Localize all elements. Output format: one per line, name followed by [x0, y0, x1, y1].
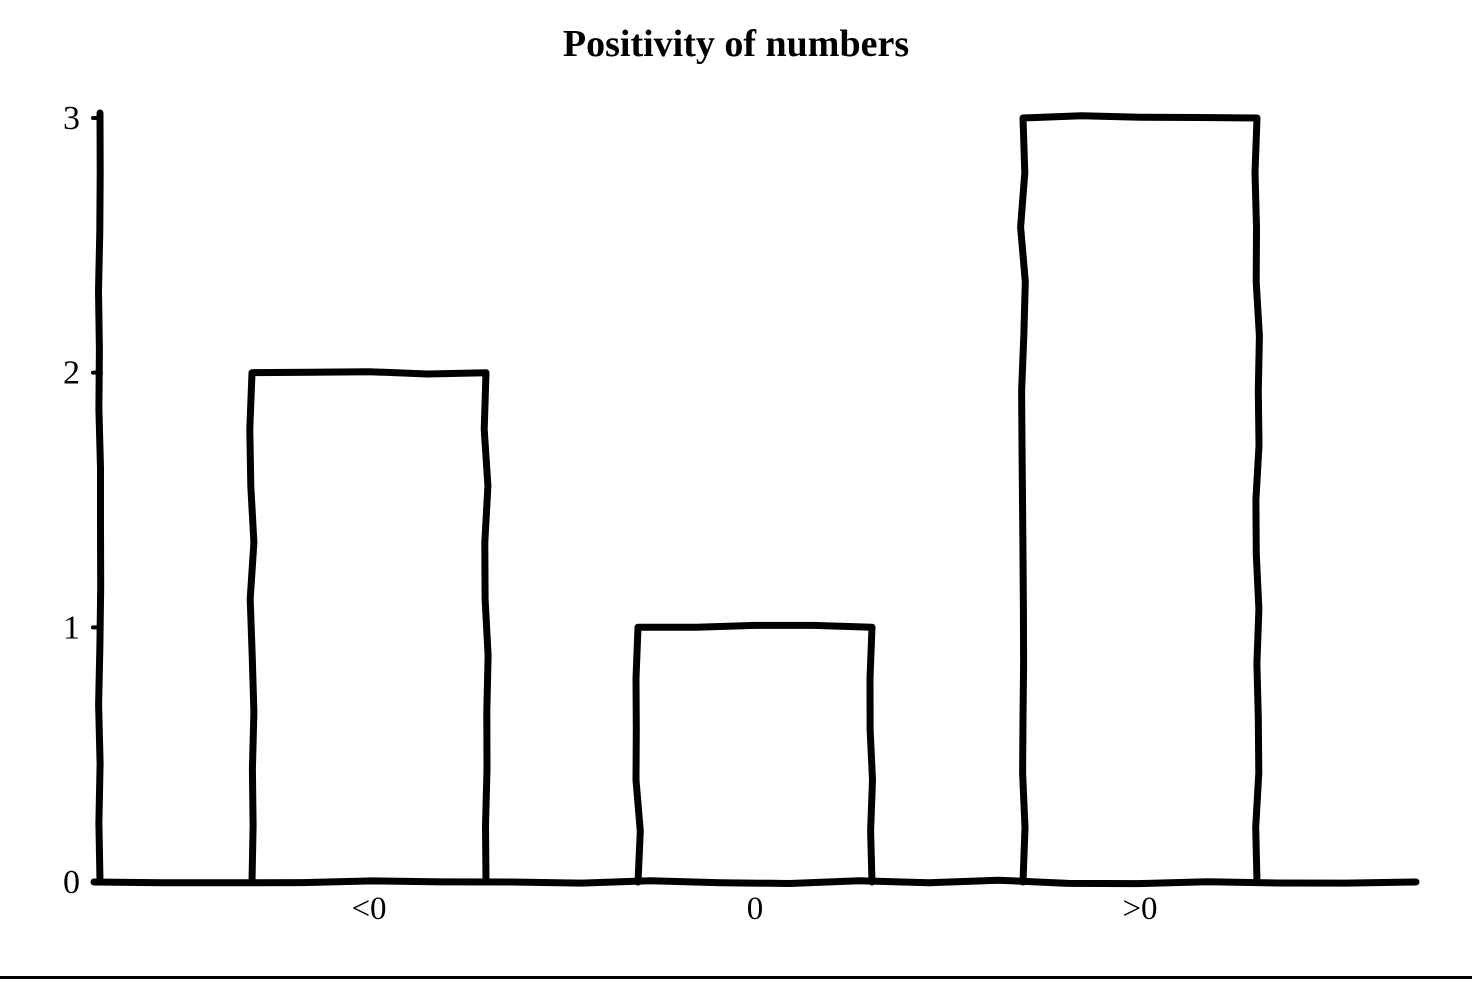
bar-2: [1017, 112, 1263, 886]
chart-title: Positivity of numbers: [562, 23, 910, 65]
x-category-label: >0: [1122, 891, 1157, 927]
x-axis: [90, 876, 1420, 888]
y-tick-label: 0: [63, 864, 80, 901]
y-tick-label: 2: [63, 355, 80, 392]
x-category-label: 0: [747, 891, 764, 927]
bottom-divider: [0, 976, 1472, 979]
y-tick-label: 1: [63, 609, 80, 646]
x-category-label: <0: [351, 891, 386, 927]
y-axis: [95, 109, 105, 886]
y-tick-label: 3: [63, 100, 80, 137]
bar-1: [632, 621, 876, 886]
bar-0: [246, 368, 492, 886]
